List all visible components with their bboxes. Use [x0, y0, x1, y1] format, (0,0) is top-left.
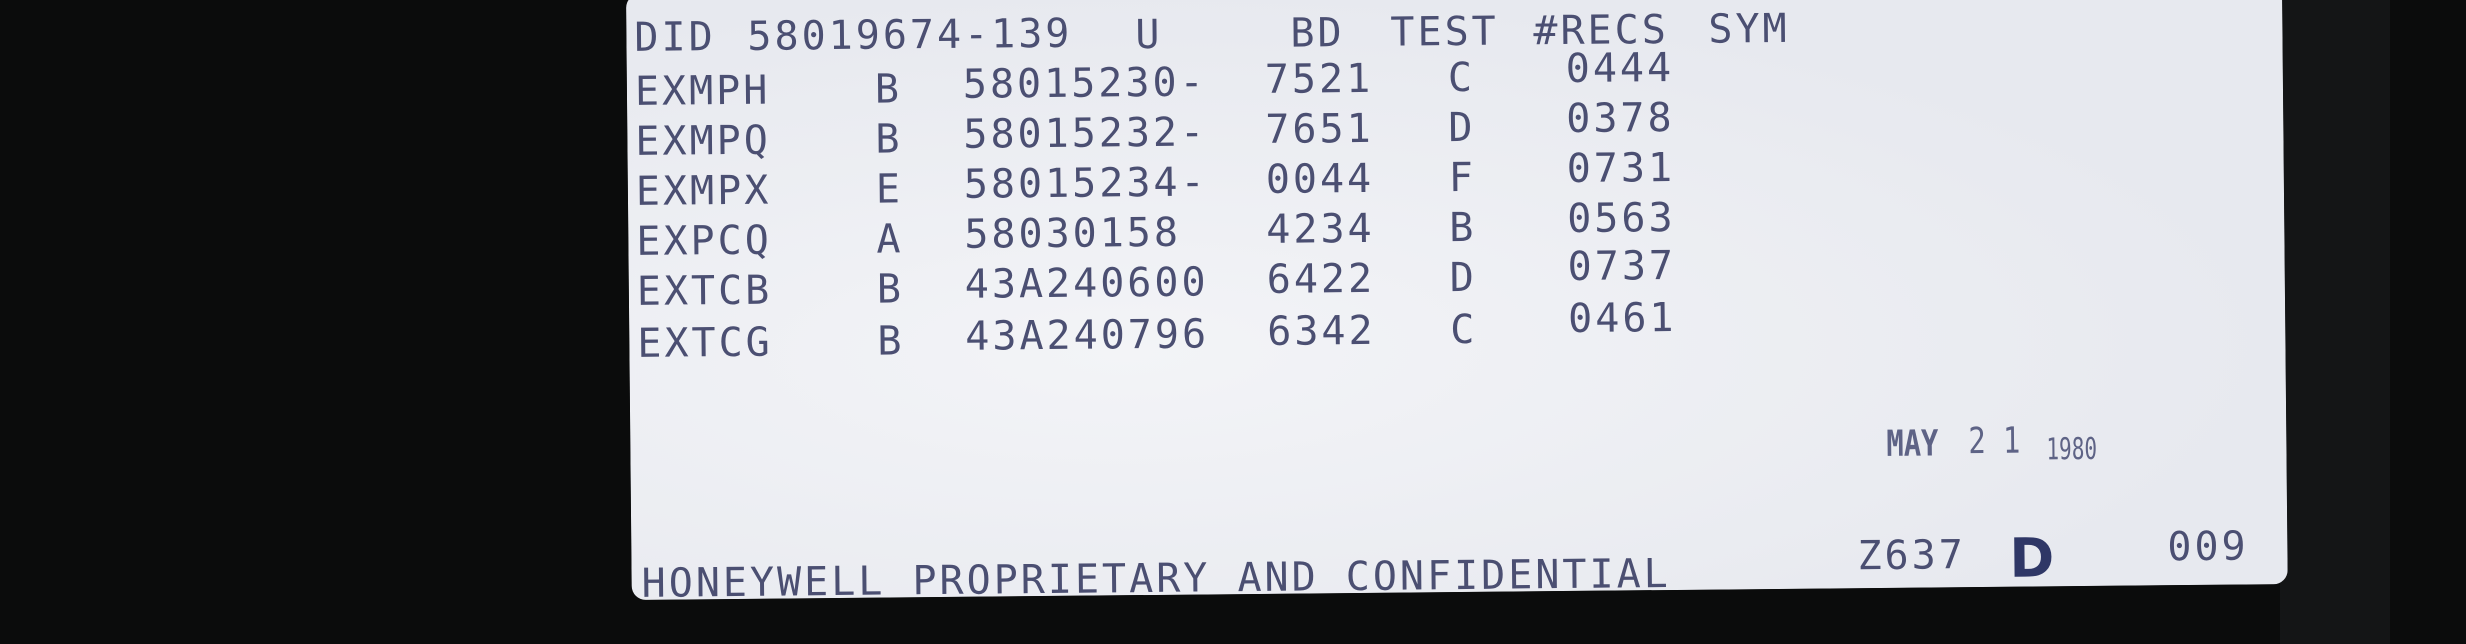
cell-name: EXTCB	[636, 267, 773, 315]
cell-u: B	[875, 116, 903, 163]
cell-bd: F	[1448, 154, 1477, 202]
cell-bd: C	[1447, 54, 1476, 102]
cell-bd: D	[1449, 254, 1478, 302]
stamp-month: MAY	[1886, 423, 1939, 465]
cell-bd: D	[1448, 104, 1476, 152]
cell-bd: C	[1450, 306, 1478, 354]
footer-number: 009	[2167, 523, 2249, 571]
document-card: DID 58019674-139 U BD TEST #RECS SYM EXM…	[626, 0, 2288, 607]
cell-test: 7521	[1264, 55, 1374, 103]
cell-recs: 0737	[1567, 242, 1677, 290]
cell-name: EXMPX	[635, 167, 772, 215]
cell-name: EXTCG	[637, 319, 773, 367]
cell-name: EXPCQ	[636, 217, 773, 265]
cell-did: 43A240600	[964, 259, 1209, 308]
cell-recs: 0563	[1566, 194, 1676, 242]
header-did-number: 58019674-139	[747, 10, 1073, 60]
cell-test: 7651	[1265, 105, 1374, 153]
footer-code: Z637	[1857, 532, 1966, 580]
cell-name: EXMPQ	[635, 117, 772, 165]
cell-test: 6342	[1267, 307, 1376, 355]
cell-did: 58015234-	[963, 159, 1208, 208]
cell-did: 58015230-	[962, 59, 1207, 108]
cell-did: 58030158	[964, 209, 1182, 258]
cell-name: EXMPH	[634, 67, 771, 115]
cell-u: A	[876, 216, 904, 263]
cell-recs: 0378	[1566, 94, 1675, 142]
cell-bd: B	[1449, 204, 1477, 252]
stamp-year: 1980	[2046, 431, 2098, 468]
confidentiality-notice: HONEYWELL PROPRIETARY AND CONFIDENTIAL	[641, 550, 1671, 607]
cell-test: 0044	[1265, 155, 1375, 203]
cell-test: 4234	[1266, 205, 1375, 253]
header-test: TEST	[1390, 8, 1499, 56]
handwritten-mark: D	[2009, 526, 2055, 590]
header-bd: BD	[1290, 10, 1345, 57]
stamp-day: 2 1	[1968, 420, 2021, 463]
header-u: U	[1135, 11, 1163, 59]
cell-did: 43A240796	[965, 311, 1210, 360]
cell-u: E	[875, 166, 904, 213]
cell-u: B	[874, 66, 903, 113]
cell-recs: 0461	[1567, 294, 1677, 342]
cell-test: 6422	[1266, 255, 1376, 303]
cell-did: 58015232-	[963, 109, 1208, 158]
cell-recs: 0444	[1565, 44, 1675, 92]
cell-u: B	[877, 318, 905, 365]
header-did: DID	[634, 14, 716, 61]
scanner-edge	[2280, 0, 2390, 644]
header-sym: SYM	[1708, 5, 1790, 53]
cell-u: B	[876, 266, 905, 313]
cell-recs: 0731	[1566, 144, 1676, 192]
